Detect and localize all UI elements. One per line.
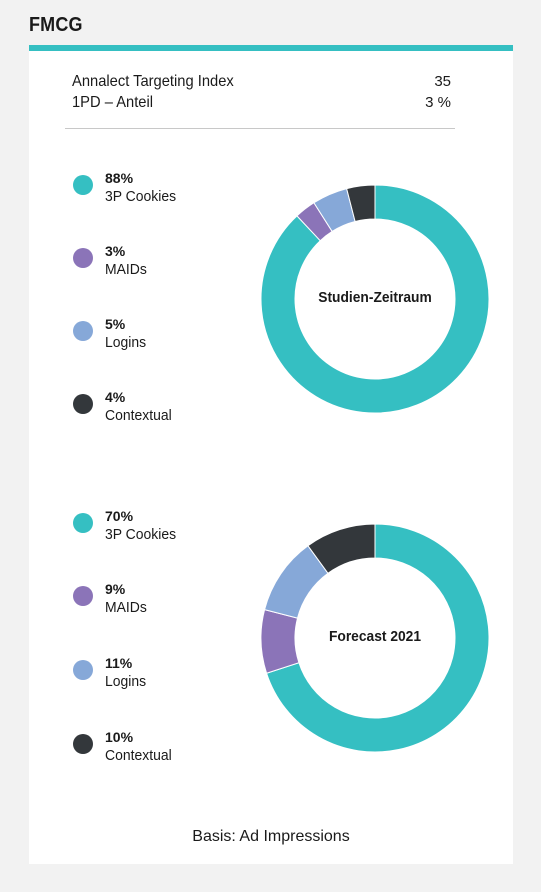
legend-item: 5% Logins: [73, 316, 273, 356]
metrics-divider: [65, 128, 455, 129]
legend-label: MAIDs: [105, 599, 147, 616]
legend-label: 3P Cookies: [105, 188, 177, 205]
donut-center-label: Studien-Zeitraum: [318, 289, 432, 306]
donut-slice-contextual: [307, 523, 376, 574]
legend-label: MAIDs: [105, 261, 147, 278]
legend-value: 11%: [105, 655, 133, 671]
legend-swatch: [73, 660, 93, 680]
legend-item: 11% Logins: [73, 655, 273, 695]
page-title: FMCG: [29, 14, 83, 36]
legend-swatch: [73, 321, 93, 341]
donut-chart-forecast-2021: [260, 523, 490, 753]
legend-item: 10% Contextual: [73, 729, 273, 769]
metric-label: 1PD – Anteil: [72, 94, 154, 111]
metric-value: 35: [434, 73, 451, 90]
legend-value: 10%: [105, 729, 134, 745]
legend-label: Contextual: [105, 407, 172, 424]
title-accent-bar: [29, 45, 513, 51]
legend-item: 70% 3P Cookies: [73, 508, 273, 548]
legend-swatch: [73, 513, 93, 533]
donut-slice-3p-cookies: [265, 523, 490, 753]
donut-center-label: Forecast 2021: [328, 628, 422, 645]
footer-note: Basis: Ad Impressions: [192, 828, 350, 845]
legend-value: 3%: [105, 243, 126, 259]
legend-label: Logins: [105, 334, 147, 351]
metric-value: 3 %: [425, 94, 451, 111]
legend-item: 9% MAIDs: [73, 581, 273, 621]
legend-swatch: [73, 394, 93, 414]
donut-slice-3p-cookies: [260, 184, 490, 414]
legend-value: 70%: [105, 508, 134, 524]
legend-swatch: [73, 248, 93, 268]
legend-swatch: [73, 586, 93, 606]
legend-item: 4% Contextual: [73, 389, 273, 429]
donut-slice-contextual: [346, 184, 376, 223]
chart-card: Annalect Targeting Index 35 1PD – Anteil…: [29, 51, 513, 864]
donut-chart-studien-zeitraum: [260, 184, 490, 414]
legend-value: 5%: [105, 316, 126, 332]
legend-item: 3% MAIDs: [73, 243, 273, 283]
legend-label: Logins: [105, 673, 147, 690]
metric-label: Annalect Targeting Index: [72, 73, 234, 90]
legend-value: 4%: [105, 389, 126, 405]
donut-slice-maids: [260, 609, 300, 674]
legend-item: 88% 3P Cookies: [73, 170, 273, 210]
legend-label: 3P Cookies: [105, 526, 177, 543]
legend-value: 88%: [105, 170, 134, 186]
legend-swatch: [73, 734, 93, 754]
legend-label: Contextual: [105, 747, 172, 764]
legend-value: 9%: [105, 581, 126, 597]
legend-swatch: [73, 175, 93, 195]
